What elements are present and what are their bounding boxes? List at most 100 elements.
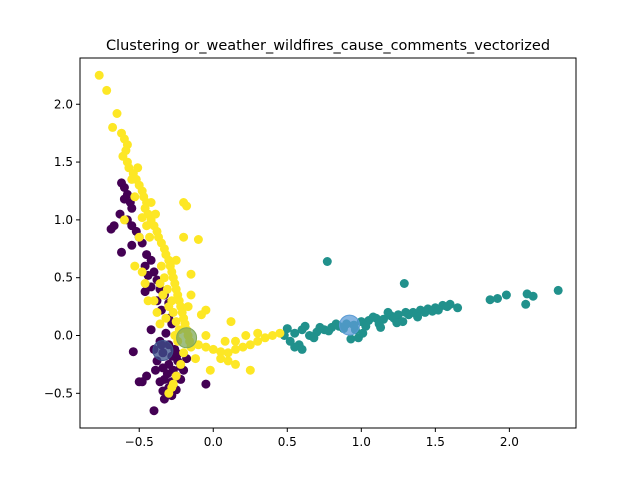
cluster_2-point-2 [112,109,122,118]
cluster_0-point-60 [128,347,138,357]
cluster_2-point-109 [143,296,153,306]
cluster_2-point-101 [245,365,255,375]
x-tick-label-5: 2.0 [500,435,519,449]
cluster_0-point-16 [117,247,126,257]
centroid-markers [152,314,360,361]
cluster_2-point-74 [168,379,178,389]
centroid_2-marker [176,327,198,349]
cluster_1-point-42 [420,307,430,317]
cluster_1-point-49 [493,294,502,303]
cluster_1-point-51 [521,299,531,309]
cluster_2-point-71 [171,371,181,381]
cluster_1-point-60 [376,322,386,332]
cluster_1-point-55 [290,342,300,352]
cluster_2-point-50 [253,336,263,346]
cluster_2-point-48 [238,342,248,352]
x-tick-label-4: 1.5 [426,435,445,449]
cluster_0-point-13 [127,240,137,250]
cluster_2-point-92 [171,255,181,265]
cluster_2-point-51 [260,333,270,343]
cluster_2-point-106 [130,261,140,271]
y-tick-label-5: 2.0 [54,97,73,111]
cluster_2-point-96 [226,317,236,327]
cluster_1-point-1 [290,328,300,338]
cluster_2-point-84 [137,213,147,223]
cluster_1-point-44 [433,305,443,315]
cluster_2-point-52 [268,331,277,340]
cluster_2-point-105 [119,215,129,225]
cluster_1-point-56 [297,344,307,354]
cluster_1-point-48 [485,295,495,305]
cluster_2-point-83 [151,209,160,219]
cluster_2-point-102 [205,365,215,375]
cluster_0-point-17 [146,255,156,265]
cluster_1-point-54 [553,285,563,295]
cluster_2-point-98 [216,354,226,364]
cluster_0-point-57 [142,371,152,381]
cluster_1-point-32 [346,334,356,344]
y-tick-label-3: 1.0 [54,213,73,227]
cluster_0-point-32 [161,328,171,338]
cluster_2-point-64 [168,307,178,317]
y-tick-label-2: 0.5 [54,271,73,285]
cluster_2-point-100 [231,359,240,369]
y-tick-label-4: 1.5 [54,155,73,169]
cluster_0-point-9 [106,224,116,234]
cluster_0-point-45 [151,365,160,375]
cluster_2-point-87 [133,163,143,173]
cluster_1-point-41 [413,312,423,322]
cluster_2-point-97 [201,331,211,340]
y-tick-label-0: −0.5 [44,386,73,400]
cluster_2-point-69 [179,348,189,358]
cluster_2-point-65 [171,317,181,327]
cluster_2-point-107 [137,267,147,277]
cluster_1-point-57 [282,324,292,334]
chart-title: Clustering or_weather_wildfires_cause_co… [106,38,550,54]
cluster_2-point-49 [245,340,255,350]
cluster_1-point-47 [399,279,409,288]
cluster_2-point-104 [191,354,200,364]
cluster_2-point-59 [155,279,165,288]
cluster_1-point-26 [300,321,310,331]
y-tick-label-1: 0.0 [54,329,73,343]
cluster_1-point-50 [501,290,511,300]
cluster_2-point-3 [108,122,118,132]
plot-area [79,57,577,429]
cluster_2-point-91 [193,235,203,244]
cluster_1-point-28 [315,322,325,332]
cluster_2-point-0 [94,70,104,80]
cluster_1-point-40 [404,310,414,320]
cluster_0-point-49 [155,377,165,387]
cluster_1-point-59 [358,328,368,338]
x-tick-label-2: 0.5 [278,435,297,449]
cluster_2-point-80 [134,232,144,242]
cluster_2-point-95 [196,310,206,320]
cluster_1-point-61 [392,318,402,328]
centroid_0-marker [152,340,174,361]
cluster_2-point-46 [223,348,233,358]
cluster_2-point-85 [130,192,140,202]
cluster_2-point-79 [145,232,155,242]
cluster_2-point-54 [253,328,263,338]
cluster_1-point-25 [453,303,463,313]
cluster_2-point-45 [216,347,226,357]
cluster_0-point-1 [119,183,129,192]
cluster_2-point-61 [158,290,168,300]
cluster_2-point-44 [208,344,218,354]
cluster_0-point-61 [149,406,159,416]
cluster_2-point-47 [231,344,240,354]
cluster_1-point-34 [361,321,371,331]
cluster_2-point-55 [241,331,251,340]
cluster_1-point-46 [322,257,332,266]
cluster_2-point-86 [127,174,137,184]
cluster_0-point-56 [134,377,144,387]
axes-frame [79,57,577,429]
cluster_2-point-90 [179,232,189,242]
cluster_2-point-42 [193,340,203,350]
cluster_0-point-4 [127,203,137,213]
centroid_1-marker [339,314,360,336]
cluster_2-point-76 [155,319,165,329]
cluster_1-point-27 [309,333,319,343]
cluster_2-point-75 [161,313,171,323]
